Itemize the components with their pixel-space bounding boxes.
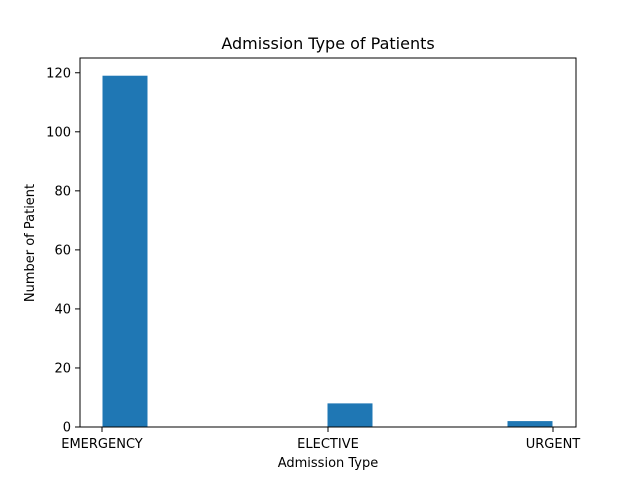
bar-urgent [507, 421, 553, 427]
plot-frame [79, 57, 577, 428]
bar-emergency [102, 75, 148, 427]
y-tick-label: 120 [46, 66, 71, 81]
x-axis-ticks: EMERGENCY ELECTIVE URGENT [61, 427, 580, 452]
y-tick-label: 20 [54, 361, 71, 376]
y-tick-label: 40 [54, 302, 71, 317]
y-tick-label: 0 [63, 421, 71, 436]
x-tick-label-urgent: URGENT [526, 437, 581, 452]
x-tick-label-emergency: EMERGENCY [61, 437, 143, 452]
x-tick-label-elective: ELECTIVE [297, 437, 359, 452]
bar-elective [327, 403, 373, 427]
chart-title: Admission Type of Patients [221, 34, 434, 53]
y-axis-ticks: 0 20 40 60 80 100 120 [46, 66, 80, 436]
y-tick-label: 100 [46, 125, 71, 140]
y-axis-label: Number of Patient [23, 184, 38, 302]
y-tick-label: 80 [54, 184, 71, 199]
x-axis-label: Admission Type [278, 456, 379, 471]
y-tick-label: 60 [54, 243, 71, 258]
bars-group [102, 75, 553, 427]
